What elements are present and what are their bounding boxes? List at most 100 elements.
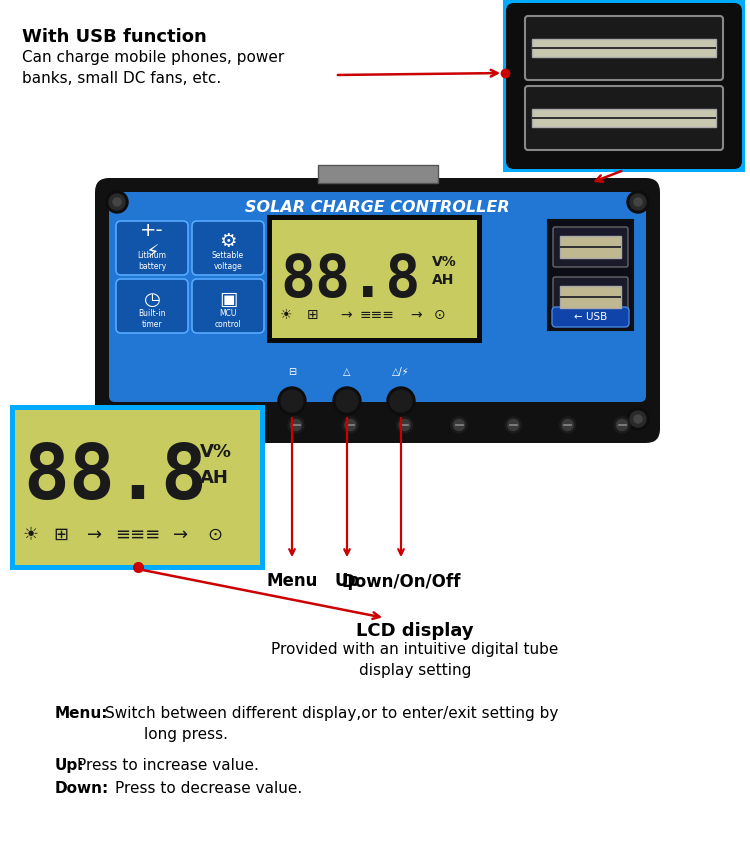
- Text: ≡≡≡: ≡≡≡: [360, 308, 394, 322]
- Text: AH: AH: [200, 469, 229, 487]
- Circle shape: [182, 419, 193, 430]
- FancyBboxPatch shape: [192, 221, 264, 275]
- FancyBboxPatch shape: [109, 192, 646, 402]
- Circle shape: [560, 417, 576, 433]
- Text: ☀: ☀: [23, 526, 39, 544]
- Text: Up: Up: [334, 572, 360, 590]
- Text: Lithium
battery: Lithium battery: [137, 252, 166, 271]
- Circle shape: [281, 390, 303, 412]
- FancyBboxPatch shape: [525, 86, 723, 150]
- Circle shape: [508, 419, 519, 430]
- Text: ▣: ▣: [219, 290, 237, 309]
- Text: SOLAR CHARGE CONTROLLER: SOLAR CHARGE CONTROLLER: [245, 199, 510, 214]
- Bar: [560, 246, 621, 248]
- FancyBboxPatch shape: [95, 178, 660, 443]
- Text: MCU
control: MCU control: [214, 309, 242, 328]
- Circle shape: [125, 417, 141, 433]
- Text: Can charge mobile phones, power
banks, small DC fans, etc.: Can charge mobile phones, power banks, s…: [22, 50, 284, 86]
- Text: →: →: [340, 308, 352, 322]
- Bar: [532, 47, 716, 49]
- Bar: [532, 117, 716, 119]
- Circle shape: [451, 417, 467, 433]
- Circle shape: [128, 419, 139, 430]
- Circle shape: [106, 408, 128, 430]
- FancyBboxPatch shape: [192, 279, 264, 333]
- FancyBboxPatch shape: [525, 16, 723, 80]
- Circle shape: [345, 419, 355, 430]
- Text: AH: AH: [432, 273, 454, 287]
- Text: Press to increase value.: Press to increase value.: [77, 758, 259, 773]
- FancyBboxPatch shape: [553, 277, 628, 317]
- Text: 88.8: 88.8: [280, 252, 421, 309]
- Circle shape: [234, 417, 250, 433]
- Text: ⊟: ⊟: [288, 367, 296, 377]
- Text: Menu: Menu: [266, 572, 318, 590]
- Circle shape: [630, 411, 646, 427]
- Text: Up:: Up:: [55, 758, 85, 773]
- Text: Down:: Down:: [55, 781, 110, 796]
- Bar: [503, 0, 745, 172]
- Bar: [548, 220, 633, 330]
- Text: V%: V%: [432, 255, 457, 269]
- Text: △: △: [344, 367, 351, 377]
- Text: V%: V%: [200, 443, 232, 461]
- Text: ≡≡≡: ≡≡≡: [115, 526, 160, 544]
- Bar: [317, 165, 437, 183]
- Circle shape: [342, 417, 358, 433]
- Circle shape: [634, 415, 642, 423]
- Circle shape: [630, 194, 646, 210]
- Circle shape: [616, 419, 628, 430]
- Text: ◷: ◷: [143, 290, 160, 309]
- Circle shape: [236, 419, 248, 430]
- Text: ⊞: ⊞: [307, 308, 319, 322]
- Bar: [532, 39, 716, 57]
- Text: Built-in
timer: Built-in timer: [138, 309, 166, 328]
- FancyBboxPatch shape: [506, 3, 742, 169]
- Text: ⊞: ⊞: [53, 526, 68, 544]
- Text: →: →: [173, 526, 188, 544]
- Text: →: →: [410, 308, 422, 322]
- Circle shape: [333, 387, 361, 415]
- Circle shape: [278, 387, 306, 415]
- Circle shape: [627, 408, 649, 430]
- Bar: [532, 109, 716, 127]
- Bar: [560, 286, 621, 308]
- Text: →: →: [87, 526, 102, 544]
- Circle shape: [454, 419, 464, 430]
- Bar: [560, 296, 621, 298]
- Circle shape: [506, 417, 521, 433]
- Text: Menu:: Menu:: [55, 706, 109, 721]
- Circle shape: [634, 198, 642, 206]
- FancyBboxPatch shape: [116, 221, 188, 275]
- Text: ⊙: ⊙: [434, 308, 445, 322]
- Bar: [560, 236, 621, 258]
- Text: With USB function: With USB function: [22, 28, 207, 46]
- FancyBboxPatch shape: [116, 279, 188, 333]
- Circle shape: [179, 417, 195, 433]
- Circle shape: [113, 198, 121, 206]
- Text: 88.8: 88.8: [23, 441, 207, 515]
- Circle shape: [390, 390, 412, 412]
- Bar: [15, 410, 260, 565]
- FancyBboxPatch shape: [553, 227, 628, 267]
- Bar: [10, 405, 265, 570]
- Text: Settable
voltage: Settable voltage: [212, 252, 244, 271]
- Text: ⚙: ⚙: [219, 232, 237, 252]
- Text: ☀: ☀: [280, 308, 292, 322]
- Text: ⊙: ⊙: [207, 526, 222, 544]
- FancyBboxPatch shape: [552, 307, 629, 327]
- Circle shape: [106, 191, 128, 213]
- Text: LCD display: LCD display: [356, 622, 474, 640]
- Circle shape: [397, 417, 412, 433]
- Text: ← USB: ← USB: [574, 312, 608, 322]
- Circle shape: [399, 419, 410, 430]
- Text: +-
⚡: +- ⚡: [140, 221, 164, 262]
- Bar: [267, 215, 482, 343]
- Circle shape: [109, 411, 125, 427]
- Circle shape: [336, 390, 358, 412]
- Circle shape: [290, 419, 302, 430]
- Circle shape: [562, 419, 573, 430]
- Circle shape: [627, 191, 649, 213]
- Circle shape: [614, 417, 630, 433]
- Text: △/⚡: △/⚡: [392, 367, 410, 377]
